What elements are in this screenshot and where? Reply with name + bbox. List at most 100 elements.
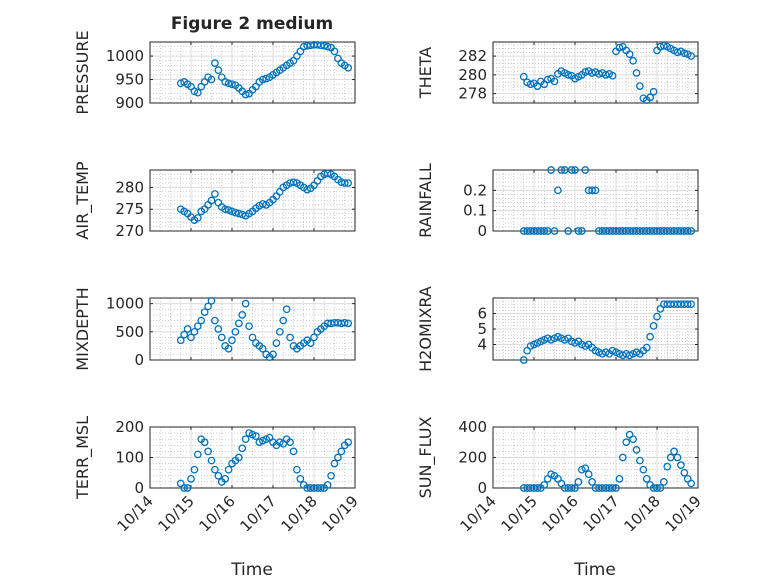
data-point (642, 474, 651, 483)
data-point (224, 79, 233, 88)
data-point (279, 316, 288, 325)
data-point (680, 468, 689, 477)
data-point (214, 66, 223, 75)
data-point (550, 77, 559, 86)
y-tick-label: 1000 (106, 47, 144, 65)
data-point (584, 470, 593, 479)
data-point (211, 190, 219, 198)
data-point (330, 47, 339, 56)
y-tick-label: 282 (458, 47, 487, 65)
data-point (344, 319, 353, 328)
y-axis-label: H2OMIXRA (416, 286, 435, 372)
data-point (238, 311, 247, 319)
data-point (187, 474, 195, 483)
data-point (588, 478, 596, 486)
data-point (646, 93, 655, 102)
data-point (663, 462, 672, 471)
data-point (557, 166, 566, 174)
data-point (241, 90, 250, 99)
y-axis-label: AIR_TEMP (73, 161, 93, 239)
data-point (211, 316, 219, 325)
y-tick-label: 280 (458, 66, 487, 84)
data-point (245, 322, 253, 331)
data-point (187, 333, 195, 342)
y-tick-label: 900 (115, 94, 144, 112)
data-point (564, 227, 573, 235)
data-point (567, 484, 576, 492)
data-point (629, 435, 637, 444)
data-point (224, 465, 233, 474)
data-point (190, 327, 199, 336)
data-point (618, 453, 627, 462)
data-point (615, 474, 624, 483)
data-point (272, 339, 281, 347)
data-point (526, 80, 535, 89)
data-point (207, 75, 216, 84)
data-point (231, 208, 240, 217)
y-tick-label: 275 (115, 200, 144, 218)
data-point (303, 185, 312, 194)
data-point (642, 343, 651, 352)
data-point (197, 316, 206, 325)
y-tick-label: 0 (477, 479, 487, 497)
data-point (193, 88, 202, 97)
y-tick-label: 100 (115, 449, 144, 467)
data-point (228, 80, 236, 89)
data-point (683, 300, 692, 309)
data-point (248, 333, 257, 342)
y-axis-label: PRESSURE (73, 30, 92, 114)
data-point (344, 179, 353, 187)
data-point (258, 200, 267, 208)
data-point (228, 207, 236, 216)
axes-box (149, 169, 356, 232)
data-point (296, 474, 305, 483)
subplot-rainfall: 0 0.1 0.2 RAINFALL (416, 163, 699, 240)
data-point (234, 453, 243, 462)
data-point (289, 178, 298, 187)
data-point (574, 478, 583, 486)
data-point (323, 481, 332, 489)
data-point (204, 447, 212, 456)
data-point (330, 459, 339, 468)
data-point (591, 186, 600, 195)
axes-box (492, 41, 699, 104)
data-point (636, 456, 644, 465)
data-point (183, 484, 192, 492)
data-point (193, 450, 202, 459)
data-point (659, 478, 668, 486)
data-point (252, 432, 260, 440)
data-point (550, 227, 559, 235)
data-point (519, 72, 528, 81)
data-point (646, 332, 655, 341)
data-point (340, 318, 349, 327)
data-point (238, 444, 247, 453)
data-point (622, 438, 631, 447)
y-tick-label: 6 (477, 305, 487, 323)
data-point (612, 484, 620, 492)
data-point (262, 74, 271, 83)
data-point (320, 41, 329, 50)
data-point (180, 484, 189, 492)
data-point (683, 227, 692, 235)
data-point (547, 166, 555, 174)
y-tick-label: 0 (134, 351, 144, 369)
data-point (221, 205, 230, 214)
y-axis-label: MIXDEPTH (73, 287, 92, 370)
data-point (677, 461, 685, 469)
y-tick-label: 0 (477, 222, 487, 240)
data-point (581, 464, 590, 473)
data-point (193, 322, 202, 331)
data-point (293, 465, 301, 474)
data-point (337, 447, 346, 456)
data-point (533, 484, 542, 492)
data-point (540, 481, 549, 489)
data-point (241, 435, 250, 444)
y-axis-label: SUN_FLUX (416, 417, 436, 499)
data-point (323, 169, 332, 178)
data-point (269, 350, 277, 359)
subplot-pressure: 900 950 1000 PRESSURE (73, 30, 356, 115)
data-point (629, 56, 637, 65)
data-point (564, 70, 573, 79)
data-point (577, 227, 586, 235)
